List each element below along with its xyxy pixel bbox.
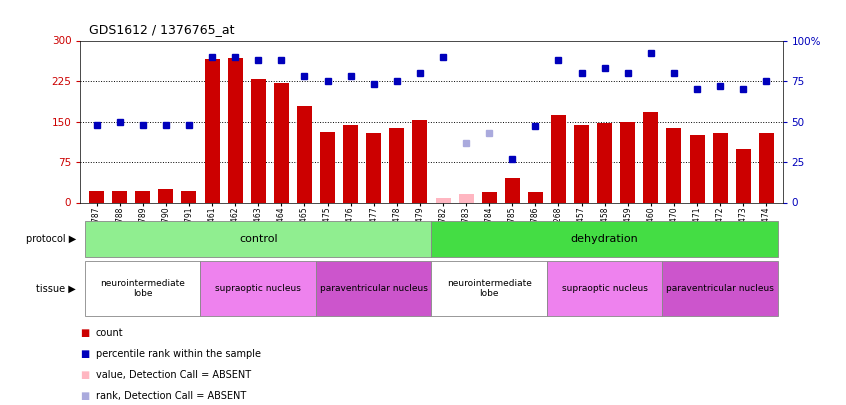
Bar [297,107,312,202]
Bar [158,189,173,202]
Text: percentile rank within the sample: percentile rank within the sample [96,349,261,359]
Bar [436,198,451,202]
Bar [181,191,196,202]
Bar [366,133,382,202]
Bar [459,194,474,202]
Bar [389,128,404,202]
Bar [89,191,104,202]
Text: control: control [239,234,277,244]
Text: tissue ▶: tissue ▶ [36,284,76,294]
Text: supraoptic nucleus: supraoptic nucleus [215,284,301,293]
Text: ■: ■ [80,391,90,401]
Bar [597,123,613,202]
Text: count: count [96,328,124,338]
Text: protocol ▶: protocol ▶ [26,234,76,244]
Bar [759,133,774,202]
Bar [135,191,151,202]
Bar [620,122,635,202]
Text: ■: ■ [80,370,90,380]
Text: rank, Detection Call = ABSENT: rank, Detection Call = ABSENT [96,391,246,401]
Bar [113,191,127,202]
Bar [316,261,431,316]
Bar [412,120,427,202]
Bar [551,115,566,202]
Text: supraoptic nucleus: supraoptic nucleus [562,284,648,293]
Text: neurointermediate
lobe: neurointermediate lobe [101,279,185,298]
Bar [205,60,219,202]
Text: paraventricular nucleus: paraventricular nucleus [667,284,774,293]
Bar [667,128,682,202]
Bar [228,58,243,202]
Bar [528,192,543,202]
Bar [689,135,705,202]
Bar [712,133,728,202]
Bar [431,221,778,257]
Bar [274,83,288,202]
Bar [505,178,519,202]
Bar [481,192,497,202]
Bar [574,125,589,202]
Text: ■: ■ [80,328,90,338]
Text: neurointermediate
lobe: neurointermediate lobe [447,279,531,298]
Bar [85,261,201,316]
Bar [547,261,662,316]
Bar [250,79,266,202]
Bar [85,221,431,257]
Bar [736,149,750,202]
Text: GDS1612 / 1376765_at: GDS1612 / 1376765_at [89,23,234,36]
Text: ■: ■ [80,349,90,359]
Bar [201,261,316,316]
Bar [343,125,358,202]
Text: value, Detection Call = ABSENT: value, Detection Call = ABSENT [96,370,250,380]
Bar [662,261,778,316]
Text: dehydration: dehydration [571,234,639,244]
Bar [644,112,658,202]
Bar [431,261,547,316]
Text: paraventricular nucleus: paraventricular nucleus [320,284,427,293]
Bar [320,132,335,202]
